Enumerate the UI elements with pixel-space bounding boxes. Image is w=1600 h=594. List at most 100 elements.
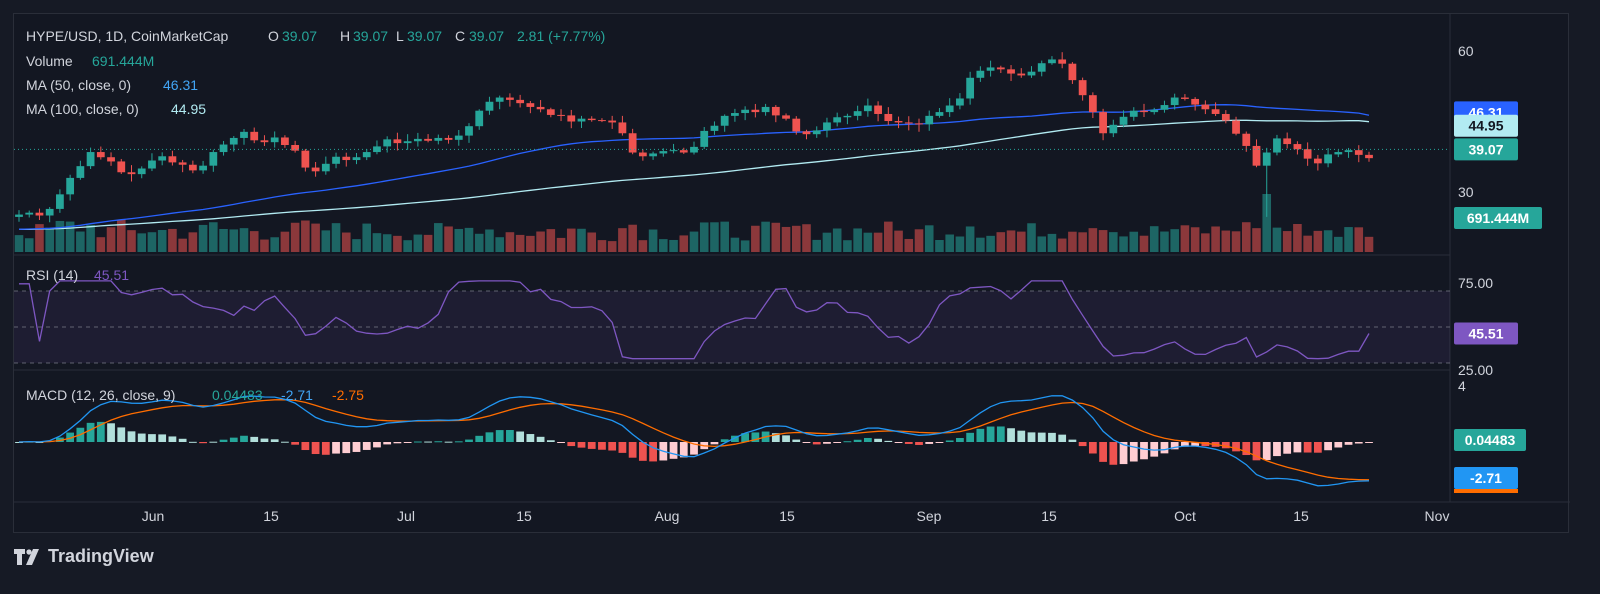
- volume-bar: [393, 235, 402, 252]
- candle-body: [638, 152, 647, 157]
- macd-histogram-bar: [1007, 428, 1015, 442]
- macd-histogram-bar: [945, 440, 954, 442]
- macd-histogram-bar: [751, 432, 760, 442]
- candle-body: [96, 152, 105, 158]
- candle-body: [168, 156, 177, 163]
- volume-bar: [853, 228, 862, 252]
- volume-bar: [863, 232, 873, 252]
- macd-histogram-bar: [260, 438, 269, 442]
- macd-histogram-bar: [321, 442, 330, 455]
- volume-bar: [239, 228, 249, 252]
- macd-histogram-bar: [1354, 442, 1363, 444]
- macd-histogram-bar: [362, 442, 371, 450]
- volume-bar: [1016, 231, 1026, 252]
- macd-histogram-bar: [1283, 442, 1292, 454]
- volume-bar: [1344, 227, 1353, 252]
- volume-bar: [188, 232, 198, 252]
- volume-bar: [352, 239, 361, 252]
- chart-canvas[interactable]: HYPE/USD, 1D, CoinMarketCap O 39.07 H 39.07 L…: [14, 14, 1570, 534]
- macd-histogram-bar: [884, 440, 893, 442]
- macd-histogram-bar: [812, 442, 821, 445]
- macd-histogram-bar: [1221, 442, 1230, 449]
- macd-histogram-bar: [802, 442, 811, 443]
- candle-body: [935, 112, 944, 116]
- candle-body: [956, 98, 964, 106]
- candle-body: [1201, 104, 1210, 110]
- volume-bar: [1160, 231, 1169, 252]
- volume-bar: [740, 240, 750, 252]
- volume-bar: [1303, 235, 1312, 252]
- macd-histogram-bar: [383, 442, 392, 445]
- volume-badge-bg: [1454, 207, 1542, 229]
- macd-histogram-bar: [1027, 432, 1036, 442]
- volume-bar: [659, 239, 668, 252]
- tradingview-brand: TradingView: [14, 546, 154, 567]
- macd-histogram-bar: [731, 435, 739, 442]
- candle-body: [536, 106, 545, 110]
- volume-bar: [1323, 230, 1333, 252]
- volume-bar: [147, 232, 157, 252]
- candle-body: [25, 212, 34, 215]
- volume-bar: [362, 223, 372, 252]
- macd-histogram-bar: [168, 436, 177, 442]
- macd-legend-label: MACD (12, 26, close, 9): [26, 387, 175, 403]
- macd-histogram-bar: [853, 439, 862, 442]
- candle-body: [966, 77, 975, 99]
- macd-histogram-bar: [915, 442, 923, 445]
- macd-histogram-bar: [608, 442, 617, 451]
- volume-bar: [55, 220, 65, 252]
- volume-bar: [791, 225, 801, 252]
- macd-histogram-bar: [966, 432, 975, 442]
- candle-body: [659, 151, 668, 154]
- macd-histogram-bar: [270, 439, 279, 442]
- volume-bar: [219, 228, 228, 252]
- macd-histogram-bar: [188, 441, 197, 443]
- candle-body: [1068, 63, 1077, 81]
- volume-bar: [403, 240, 412, 252]
- volume-bar: [1098, 230, 1108, 252]
- legend-ohlc-item: 39.07: [353, 28, 388, 44]
- brand-name: TradingView: [48, 546, 154, 566]
- volume-bar: [495, 237, 504, 252]
- macd-histogram-bar: [628, 442, 637, 458]
- chart-frame: HYPE/USD, 1D, CoinMarketCap O 39.07 H 39.07 L…: [13, 13, 1570, 534]
- rsi-tick-label: 75.00: [1458, 275, 1493, 291]
- volume-bar: [76, 231, 85, 252]
- volume-bar: [1129, 231, 1139, 252]
- macd-histogram-bar: [15, 442, 23, 443]
- candle-body: [843, 115, 852, 118]
- candle-body: [1283, 138, 1292, 145]
- macd-histogram-bar: [250, 436, 259, 442]
- volume-bar: [566, 228, 576, 252]
- volume-bar: [1241, 222, 1251, 252]
- legend-ohlc-item: C: [455, 28, 465, 44]
- volume-bar: [157, 230, 167, 252]
- candle-body: [761, 106, 770, 113]
- time-tick-label: Jun: [142, 508, 165, 524]
- macd-histogram-bar: [679, 442, 688, 458]
- volume-bar: [1027, 223, 1036, 252]
- candle-body: [434, 137, 443, 141]
- volume-bar: [270, 237, 279, 252]
- volume-bar: [45, 227, 54, 252]
- candle-body: [986, 67, 995, 71]
- volume-bar: [209, 222, 218, 252]
- macd-histogram-bar: [1150, 442, 1159, 457]
- volume-bar: [1078, 232, 1087, 252]
- macd-histogram-bar: [1119, 442, 1128, 465]
- candle-body: [229, 137, 238, 145]
- candle-body: [127, 172, 136, 175]
- candle-body: [618, 122, 627, 134]
- macd-histogram-bar: [199, 442, 207, 444]
- volume-bar: [843, 240, 852, 252]
- candle-body: [332, 156, 340, 164]
- volume-bar: [1252, 228, 1261, 252]
- candle-body: [823, 122, 831, 131]
- candle-body: [1109, 124, 1118, 134]
- rsi-badge: 45.51: [1468, 325, 1503, 341]
- macd-line-badge: -2.71: [1470, 470, 1502, 486]
- candle-body: [240, 131, 248, 138]
- volume-bar: [1180, 225, 1190, 252]
- time-tick-label: 15: [263, 508, 279, 524]
- macd-histogram-bar: [874, 438, 882, 442]
